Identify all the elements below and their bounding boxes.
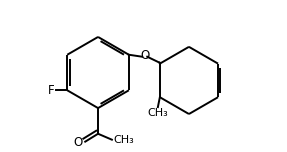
Text: CH₃: CH₃ [148,108,168,118]
Text: CH₃: CH₃ [113,135,134,145]
Text: O: O [73,136,83,149]
Text: F: F [48,84,55,97]
Text: O: O [140,49,149,62]
